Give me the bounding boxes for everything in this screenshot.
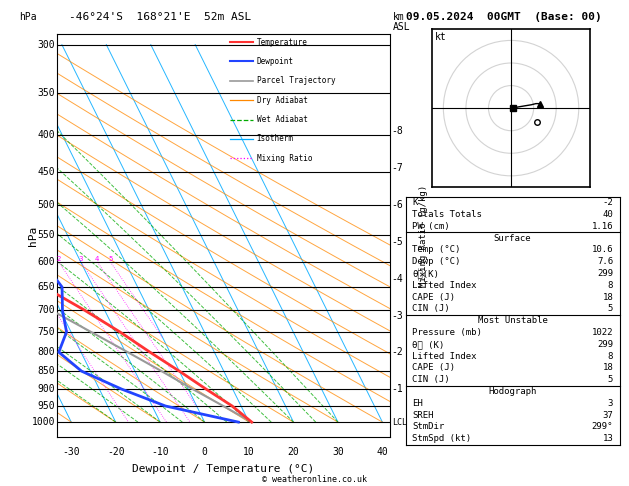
Text: Dewp (°C): Dewp (°C) [412, 257, 460, 266]
Text: CAPE (J): CAPE (J) [412, 364, 455, 372]
Text: Temperature: Temperature [257, 37, 308, 47]
Text: 900: 900 [37, 384, 55, 394]
Text: 5: 5 [608, 304, 613, 313]
Text: Dry Adiabat: Dry Adiabat [257, 96, 308, 104]
Text: Temp (°C): Temp (°C) [412, 245, 460, 255]
Text: -46°24'S  168°21'E  52m ASL: -46°24'S 168°21'E 52m ASL [69, 12, 252, 22]
Text: 299°: 299° [592, 422, 613, 432]
Text: 299: 299 [597, 340, 613, 349]
Text: CIN (J): CIN (J) [412, 304, 450, 313]
Text: PW (cm): PW (cm) [412, 222, 450, 231]
Text: -7: -7 [392, 163, 403, 173]
Text: 1022: 1022 [592, 328, 613, 337]
Text: θᴄ(K): θᴄ(K) [412, 269, 439, 278]
Text: θᴄ (K): θᴄ (K) [412, 340, 444, 349]
Text: 550: 550 [37, 230, 55, 240]
Text: 40: 40 [603, 210, 613, 219]
Text: 4: 4 [95, 256, 99, 262]
Text: 600: 600 [37, 257, 55, 267]
Text: 950: 950 [37, 401, 55, 411]
Text: 500: 500 [37, 200, 55, 210]
Text: -6: -6 [392, 200, 403, 210]
Text: hPa: hPa [19, 12, 36, 22]
Text: Surface: Surface [494, 234, 532, 243]
Text: 850: 850 [37, 366, 55, 376]
Text: StmSpd (kt): StmSpd (kt) [412, 434, 471, 443]
Text: -2: -2 [392, 347, 403, 358]
Text: LCL: LCL [392, 417, 406, 427]
Text: 40: 40 [377, 448, 388, 457]
Text: Wet Adiabat: Wet Adiabat [257, 115, 308, 124]
Text: -10: -10 [152, 448, 169, 457]
Text: 299: 299 [597, 269, 613, 278]
Text: 09.05.2024  00GMT  (Base: 00): 09.05.2024 00GMT (Base: 00) [406, 12, 601, 22]
Text: hPa: hPa [28, 226, 38, 246]
Text: -8: -8 [392, 126, 403, 136]
Text: StmDir: StmDir [412, 422, 444, 432]
Text: -4: -4 [392, 274, 403, 284]
Text: © weatheronline.co.uk: © weatheronline.co.uk [262, 474, 367, 484]
Text: -20: -20 [107, 448, 125, 457]
Text: Pressure (mb): Pressure (mb) [412, 328, 482, 337]
Text: 5: 5 [608, 375, 613, 384]
Text: 400: 400 [37, 130, 55, 140]
Text: Mixing Ratio (g/kg): Mixing Ratio (g/kg) [419, 185, 428, 287]
Text: 3: 3 [79, 256, 83, 262]
Text: 20: 20 [287, 448, 299, 457]
Text: 5: 5 [108, 256, 113, 262]
Text: -5: -5 [392, 237, 403, 247]
Text: 1000: 1000 [31, 417, 55, 427]
Text: 3: 3 [608, 399, 613, 408]
Text: CIN (J): CIN (J) [412, 375, 450, 384]
Text: K: K [412, 198, 418, 207]
Text: 350: 350 [37, 88, 55, 98]
Text: 8: 8 [608, 352, 613, 361]
Text: Dewpoint: Dewpoint [257, 57, 294, 66]
Text: 37: 37 [603, 411, 613, 420]
Text: EH: EH [412, 399, 423, 408]
Text: Isotherm: Isotherm [257, 135, 294, 143]
Text: 2: 2 [57, 256, 61, 262]
Text: Dewpoint / Temperature (°C): Dewpoint / Temperature (°C) [132, 464, 314, 474]
Text: 30: 30 [332, 448, 344, 457]
Text: 0: 0 [202, 448, 208, 457]
Text: Parcel Trajectory: Parcel Trajectory [257, 76, 335, 86]
Text: 650: 650 [37, 282, 55, 292]
Text: ASL: ASL [393, 22, 411, 32]
Text: Hodograph: Hodograph [489, 387, 537, 396]
Text: 10: 10 [243, 448, 255, 457]
Text: -2: -2 [603, 198, 613, 207]
Text: CAPE (J): CAPE (J) [412, 293, 455, 302]
Text: Lifted Index: Lifted Index [412, 352, 477, 361]
Text: 1.16: 1.16 [592, 222, 613, 231]
Text: 18: 18 [603, 364, 613, 372]
Text: Most Unstable: Most Unstable [477, 316, 548, 325]
Text: 700: 700 [37, 305, 55, 315]
Text: 10.6: 10.6 [592, 245, 613, 255]
Text: 750: 750 [37, 327, 55, 337]
Text: 800: 800 [37, 347, 55, 357]
Text: -1: -1 [392, 384, 403, 394]
Text: 7.6: 7.6 [597, 257, 613, 266]
Text: Mixing Ratio: Mixing Ratio [257, 154, 312, 163]
Text: -3: -3 [392, 311, 403, 321]
Text: kt: kt [435, 32, 447, 42]
Text: 8: 8 [608, 281, 613, 290]
Text: 18: 18 [603, 293, 613, 302]
Text: 450: 450 [37, 167, 55, 177]
Text: 13: 13 [603, 434, 613, 443]
Text: Totals Totals: Totals Totals [412, 210, 482, 219]
Text: SREH: SREH [412, 411, 433, 420]
Text: -30: -30 [62, 448, 80, 457]
Text: km: km [393, 12, 405, 22]
Text: 300: 300 [37, 40, 55, 50]
Text: Lifted Index: Lifted Index [412, 281, 477, 290]
